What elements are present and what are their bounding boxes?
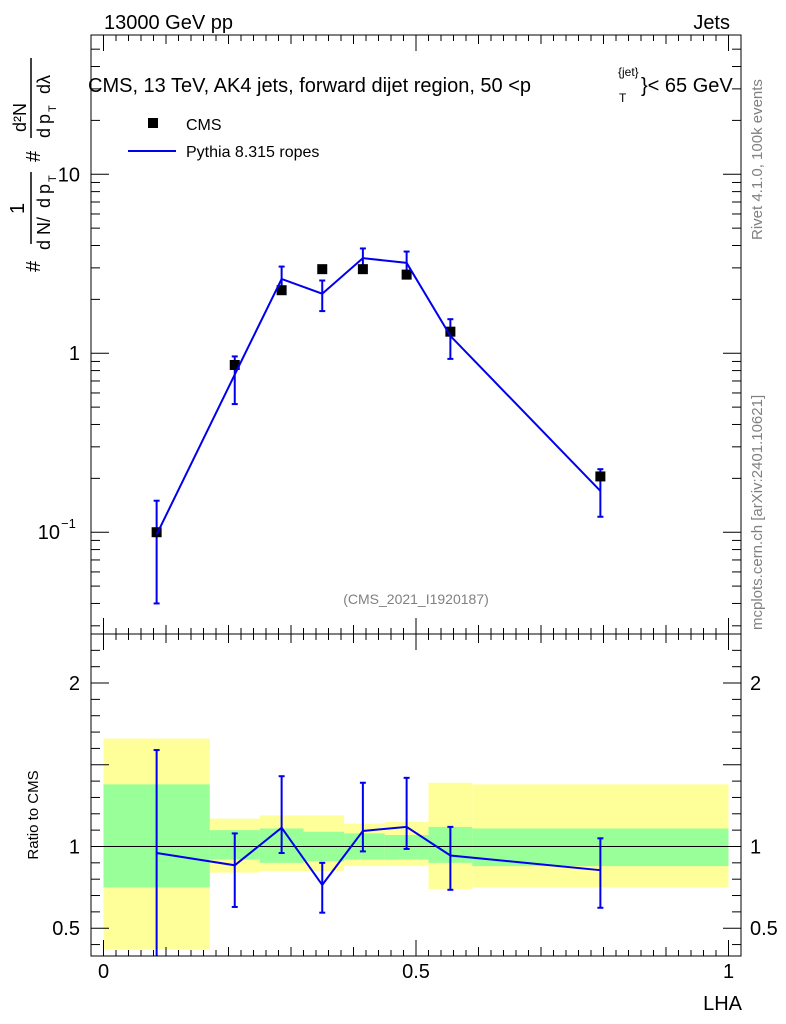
title-sub: T (619, 91, 627, 105)
cms-data-point-6 (445, 326, 456, 337)
ylabel-d: d (34, 198, 54, 208)
cms-data-point-4 (357, 264, 368, 275)
ratio-content (91, 749, 741, 956)
main-ytick-label-0: 10 (38, 522, 60, 544)
legend-cms-label: CMS (186, 117, 222, 134)
analysis-id: (CMS_2021_I1920187) (343, 591, 489, 607)
x-tick-label-1: 0.5 (402, 961, 430, 983)
ylabel-dlambda: dλ (34, 75, 54, 94)
source-label: mcplots.cern.ch [arXiv:2401.10621] (749, 395, 766, 630)
main-mc-line (155, 257, 602, 536)
ylabel-p2: p (34, 114, 54, 124)
ratio-ytick-label-right-2: 2 (750, 673, 761, 695)
legend-cms-marker (148, 118, 158, 128)
x-axis-label: LHA (703, 993, 743, 1015)
rivet-label: Rivet 4.1.0, 100k events (749, 79, 766, 240)
ylabel-dp: d (34, 128, 54, 138)
ratio-ytick-label-right-0: 0.5 (750, 918, 778, 940)
ylabel-d2N: d²N (10, 103, 30, 132)
legend: CMS Pythia 8.315 ropes (128, 117, 319, 161)
cms-data-point-1 (229, 359, 240, 370)
ratio-mc-line (156, 825, 601, 887)
energy-label: 13000 GeV pp (104, 12, 233, 34)
ylabel-slash: / (34, 217, 54, 222)
main-ytick-label-1: 1 (69, 343, 80, 365)
ratio-bands (103, 738, 729, 950)
ratio-ytick-label-left-2: 2 (69, 673, 80, 695)
main-ytick-exp-0: −1 (61, 516, 76, 531)
main-ylabel: # 1 d N / d p T # d²N d p T dλ (7, 58, 59, 272)
main-ytick-label-2: 10 (58, 164, 80, 186)
cms-data-point-2 (276, 285, 287, 296)
title-tail: }< 65 GeV (641, 75, 733, 97)
ylabel-hash: # (23, 260, 45, 272)
ratio-ytick-label-left-0: 0.5 (52, 918, 80, 940)
title-main: CMS, 13 TeV, AK4 jets, forward dijet reg… (88, 75, 531, 97)
ratio-ylabel: Ratio to CMS (25, 770, 42, 859)
legend-mc-label: Pythia 8.315 ropes (186, 144, 319, 161)
category-label: Jets (693, 12, 730, 34)
cms-data-point-0 (151, 527, 162, 538)
cms-data-point-7 (595, 471, 606, 482)
ylabel-p: p (34, 184, 54, 194)
ylabel-dN: d N (34, 222, 54, 250)
ylabel-T2: T (47, 105, 59, 112)
cms-data-point-5 (401, 269, 412, 280)
ylabel-one: 1 (7, 203, 29, 214)
plot-title: CMS, 13 TeV, AK4 jets, forward dijet reg… (88, 65, 733, 105)
ratio-ytick-label-right-1: 1 (750, 836, 761, 858)
cms-data-point-3 (317, 264, 328, 275)
title-sup: {jet} (618, 65, 639, 79)
ylabel-hash2: # (23, 150, 45, 162)
ratio-ytick-label-left-1: 1 (69, 836, 80, 858)
main-content (151, 247, 606, 605)
x-tick-label-0: 0 (98, 961, 109, 983)
x-tick-label-2: 1 (723, 961, 734, 983)
ylabel-T: T (47, 175, 59, 182)
